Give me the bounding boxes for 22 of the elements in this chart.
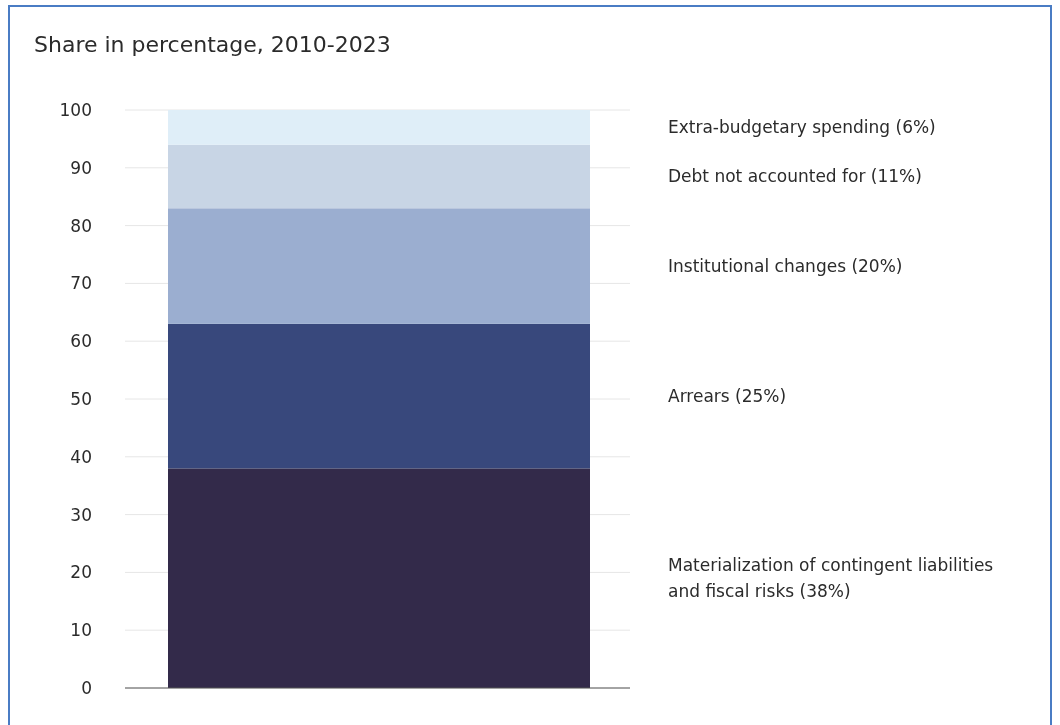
- y-tick-label: 90: [70, 157, 92, 178]
- text: Extra-budgetary spending (6%): [668, 117, 936, 138]
- text: Arrears (25%): [668, 386, 787, 407]
- bar: [168, 110, 590, 145]
- y-tick-label: 70: [70, 273, 92, 294]
- y-tick-label: 0: [81, 677, 92, 698]
- text: Materialization of contingent liabilities and fiscal risks (38%): [668, 555, 994, 602]
- text: Institutional changes (20%): [668, 256, 903, 277]
- y-tick-label: 80: [70, 215, 92, 236]
- y-tick-label: 50: [70, 388, 92, 409]
- y-tick-label: 20: [70, 562, 92, 583]
- text: Debt not accounted for (11%): [668, 166, 922, 187]
- bar: [168, 468, 590, 688]
- y-tick-label: 100: [59, 99, 92, 120]
- bar: [168, 208, 590, 324]
- y-tick-label: 10: [70, 620, 92, 641]
- y-tick-label: 30: [70, 504, 92, 525]
- bar: [168, 323, 590, 469]
- y-tick-label: 60: [70, 331, 92, 352]
- bar: [168, 144, 590, 209]
- y-tick-label: 40: [70, 446, 92, 467]
- chart-title: Share in percentage, 2010-2023: [34, 32, 391, 57]
